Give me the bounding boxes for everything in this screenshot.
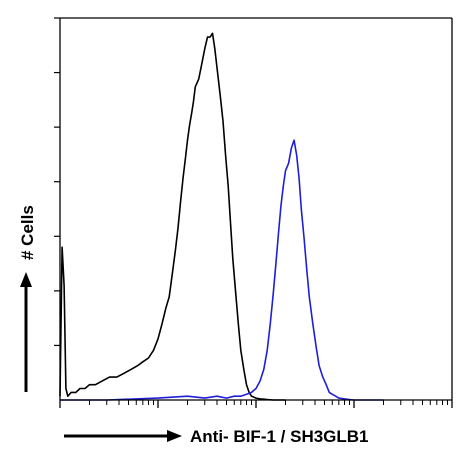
x-axis-arrow: [64, 430, 182, 442]
y-axis-arrow: [20, 272, 32, 392]
y-axis-label: # Cells: [18, 205, 37, 260]
x-ticks: [59, 400, 453, 408]
y-ticks: [54, 17, 60, 347]
series-layer: [59, 32, 384, 401]
series-line-control: [59, 32, 286, 401]
series-line-stained: [60, 139, 384, 401]
x-axis-label: Anti- BIF-1 / SH3GLB1: [190, 427, 369, 446]
